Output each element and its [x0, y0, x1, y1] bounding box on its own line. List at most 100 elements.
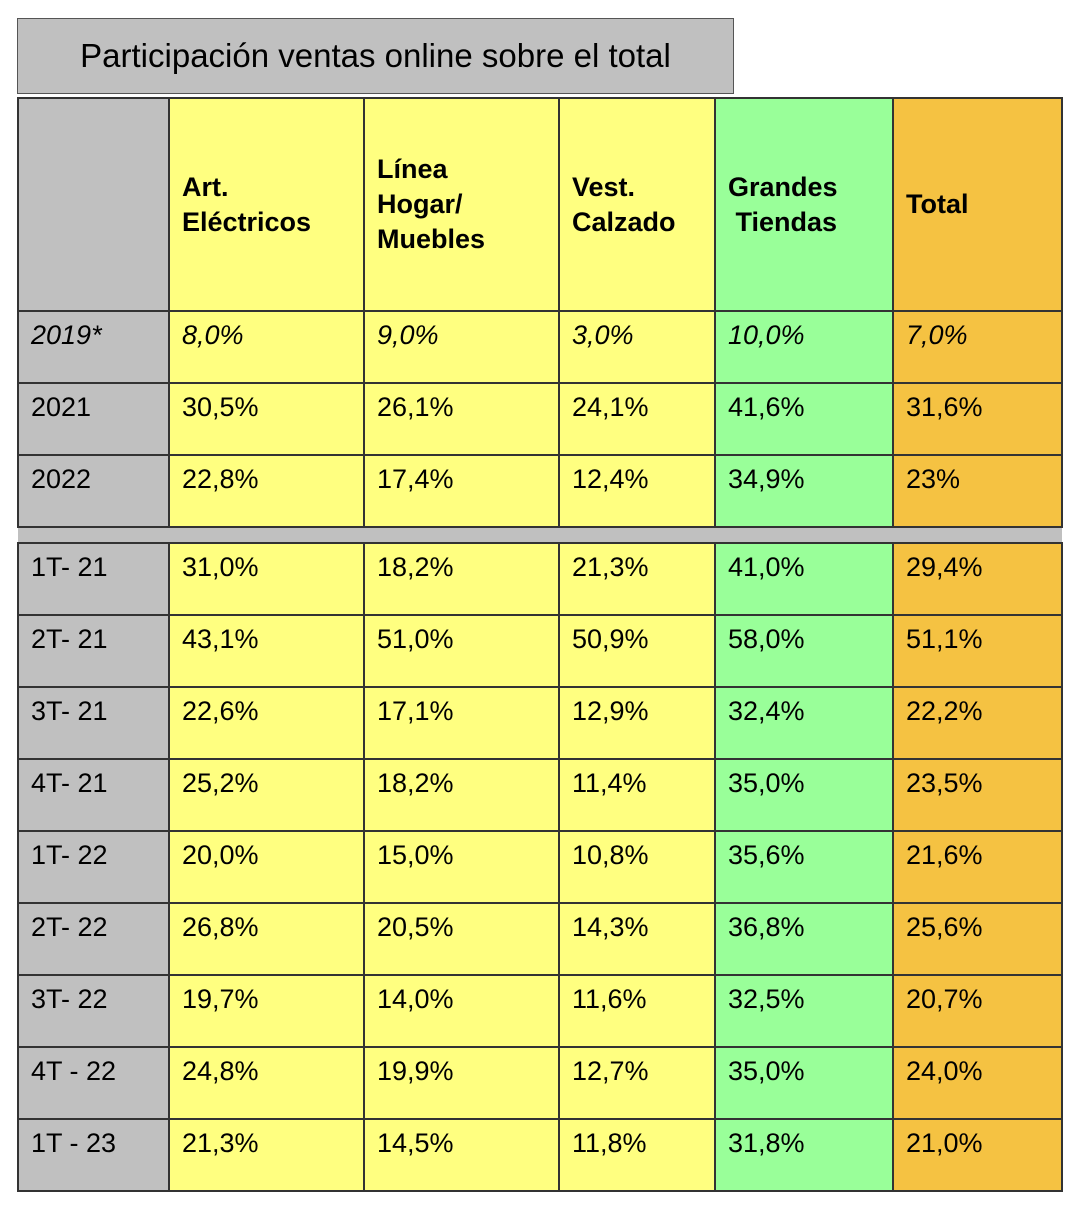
- table-cell: 11,4%: [558, 758, 716, 832]
- table-cell: 31,8%: [714, 1118, 894, 1192]
- table-cell: 21,0%: [892, 1118, 1063, 1192]
- separator-cell: [715, 526, 893, 544]
- table-body: 2019* 8,0% 9,0% 3,0% 10,0% 7,0% 2021 30,5% 26,1%…: [17, 310, 1063, 1192]
- column-header-line: Hogar/: [377, 189, 463, 219]
- table-cell: 12,4%: [558, 454, 716, 528]
- table-cell: 12,7%: [558, 1046, 716, 1120]
- table-title: Participación ventas online sobre el tot…: [17, 18, 734, 94]
- column-header-line: Vest.: [572, 171, 636, 202]
- table-cell: 21,3%: [168, 1118, 365, 1192]
- table-cell: 8,0%: [168, 310, 365, 384]
- separator-cell: [559, 526, 715, 544]
- table-cell: 50,9%: [558, 614, 716, 688]
- column-header-line: Eléctricos: [182, 206, 312, 237]
- separator-cell: [169, 526, 364, 544]
- row-label: 2019*: [17, 310, 170, 384]
- table-cell: 34,9%: [714, 454, 894, 528]
- column-header-linea-hogar: Línea Hogar/ Muebles: [363, 97, 560, 312]
- row-label: 2T- 22: [17, 902, 170, 976]
- row-label: 2021: [17, 382, 170, 456]
- table-cell: 23%: [892, 454, 1063, 528]
- column-header-line: Calzado: [572, 206, 676, 237]
- table-cell: 36,8%: [714, 902, 894, 976]
- separator-cell: [364, 526, 559, 544]
- online-sales-table: Art. Eléctricos Línea Hogar/ Muebles Ves…: [17, 97, 1063, 1192]
- table-row: 4T- 21 25,2% 18,2% 11,4% 35,0% 23,5%: [17, 758, 1063, 832]
- table-cell: 17,1%: [363, 686, 560, 760]
- table-cell: 18,2%: [363, 542, 560, 616]
- table-cell: 17,4%: [363, 454, 560, 528]
- table-cell: 35,0%: [714, 758, 894, 832]
- column-header-art-electricos: Art. Eléctricos: [168, 97, 365, 312]
- table-cell: 31,0%: [168, 542, 365, 616]
- header-row: Art. Eléctricos Línea Hogar/ Muebles Ves…: [17, 97, 1063, 312]
- row-label: 2022: [17, 454, 170, 528]
- column-header-vest-calzado: Vest. Calzado: [558, 97, 716, 312]
- table-cell: 9,0%: [363, 310, 560, 384]
- table-cell: 25,2%: [168, 758, 365, 832]
- table-cell: 14,3%: [558, 902, 716, 976]
- column-header-line: Grandes: [728, 171, 838, 202]
- table-cell: 25,6%: [892, 902, 1063, 976]
- corner-cell: [17, 97, 170, 312]
- table-cell: 12,9%: [558, 686, 716, 760]
- row-label: 1T- 21: [17, 542, 170, 616]
- table-cell: 10,0%: [714, 310, 894, 384]
- table-cell: 24,1%: [558, 382, 716, 456]
- table-cell: 30,5%: [168, 382, 365, 456]
- separator-cell: [18, 526, 169, 544]
- column-header-line: Muebles: [377, 224, 486, 254]
- table-cell: 3,0%: [558, 310, 716, 384]
- table-cell: 32,5%: [714, 974, 894, 1048]
- row-label: 2T- 21: [17, 614, 170, 688]
- table-cell: 31,6%: [892, 382, 1063, 456]
- table-cell: 29,4%: [892, 542, 1063, 616]
- table-cell: 24,0%: [892, 1046, 1063, 1120]
- table-cell: 11,8%: [558, 1118, 716, 1192]
- table-cell: 58,0%: [714, 614, 894, 688]
- table-row: 2T- 21 43,1% 51,0% 50,9% 58,0% 51,1%: [17, 614, 1063, 688]
- table-cell: 22,2%: [892, 686, 1063, 760]
- table-cell: 21,3%: [558, 542, 716, 616]
- table-row: 2022 22,8% 17,4% 12,4% 34,9% 23%: [17, 454, 1063, 528]
- table-cell: 43,1%: [168, 614, 365, 688]
- row-label: 4T- 21: [17, 758, 170, 832]
- table-cell: 20,7%: [892, 974, 1063, 1048]
- row-label: 4T - 22: [17, 1046, 170, 1120]
- table-row: 2019* 8,0% 9,0% 3,0% 10,0% 7,0%: [17, 310, 1063, 384]
- column-header-line: Art.: [182, 171, 229, 202]
- table-cell: 15,0%: [363, 830, 560, 904]
- table-cell: 51,0%: [363, 614, 560, 688]
- row-label: 1T- 22: [17, 830, 170, 904]
- table-cell: 26,1%: [363, 382, 560, 456]
- table-cell: 11,6%: [558, 974, 716, 1048]
- table-cell: 18,2%: [363, 758, 560, 832]
- table-cell: 19,9%: [363, 1046, 560, 1120]
- table-cell: 7,0%: [892, 310, 1063, 384]
- table-row: 4T - 22 24,8% 19,9% 12,7% 35,0% 24,0%: [17, 1046, 1063, 1120]
- table-row: 3T- 21 22,6% 17,1% 12,9% 32,4% 22,2%: [17, 686, 1063, 760]
- table-cell: 35,6%: [714, 830, 894, 904]
- column-header-line: Línea: [377, 154, 448, 184]
- table-row: 1T - 23 21,3% 14,5% 11,8% 31,8% 21,0%: [17, 1118, 1063, 1192]
- table-cell: 26,8%: [168, 902, 365, 976]
- table-cell: 23,5%: [892, 758, 1063, 832]
- table-row: 1T- 22 20,0% 15,0% 10,8% 35,6% 21,6%: [17, 830, 1063, 904]
- table-row: 3T- 22 19,7% 14,0% 11,6% 32,5% 20,7%: [17, 974, 1063, 1048]
- table-cell: 35,0%: [714, 1046, 894, 1120]
- separator-row: [18, 526, 1062, 544]
- table-cell: 41,0%: [714, 542, 894, 616]
- table-row: 1T- 21 31,0% 18,2% 21,3% 41,0% 29,4%: [17, 542, 1063, 616]
- table-cell: 19,7%: [168, 974, 365, 1048]
- column-header-line: Tiendas: [728, 206, 838, 237]
- table-cell: 20,5%: [363, 902, 560, 976]
- table-cell: 21,6%: [892, 830, 1063, 904]
- table-cell: 24,8%: [168, 1046, 365, 1120]
- separator-cell: [893, 526, 1062, 544]
- row-label: 1T - 23: [17, 1118, 170, 1192]
- column-header-line: Total: [906, 189, 969, 219]
- table-cell: 22,6%: [168, 686, 365, 760]
- column-header-total: Total: [892, 97, 1063, 312]
- table-cell: 14,5%: [363, 1118, 560, 1192]
- table-cell: 10,8%: [558, 830, 716, 904]
